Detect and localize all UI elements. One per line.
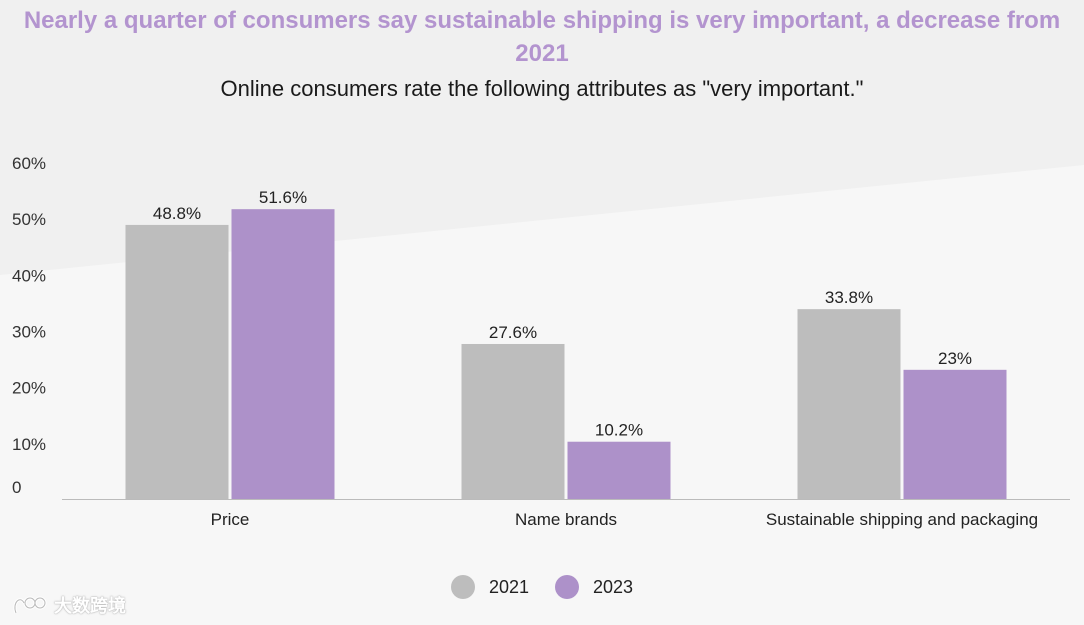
x-tick-label: Sustainable shipping and packaging xyxy=(766,510,1038,529)
y-tick-label: 50% xyxy=(12,210,46,229)
legend-item-2023[interactable]: 2023 xyxy=(555,575,633,599)
data-label-2021: 27.6% xyxy=(489,323,537,342)
bar-chart: 0 10% 20% 30% 40% 50% 60% 48.8% 51.6% Price 27.6% 1… xyxy=(12,154,1070,529)
watermark: 大数跨境 xyxy=(10,592,126,618)
bar-2021 xyxy=(125,224,229,499)
chart-subtitle: Online consumers rate the following attr… xyxy=(220,76,864,101)
legend: 2021 2023 xyxy=(0,575,1084,599)
y-tick-label: 40% xyxy=(12,266,46,285)
y-tick-label: 30% xyxy=(12,323,46,342)
bar-2023 xyxy=(231,209,335,499)
watermark-text: 大数跨境 xyxy=(54,596,126,616)
data-label-2023: 23% xyxy=(938,349,972,368)
bar-2023 xyxy=(567,441,671,499)
bar-2021 xyxy=(797,309,901,499)
loop-logo-icon xyxy=(13,596,47,614)
x-tick-label: Price xyxy=(211,510,250,529)
x-tick-label: Name brands xyxy=(515,510,617,529)
bar-2021 xyxy=(461,343,565,499)
y-tick-label: 10% xyxy=(12,435,46,454)
legend-swatch-2021 xyxy=(450,575,475,599)
y-tick-label: 60% xyxy=(12,154,46,173)
y-tick-label: 0 xyxy=(12,478,21,497)
legend-label-2023: 2023 xyxy=(593,576,634,597)
legend-label-2021: 2021 xyxy=(488,576,529,597)
data-label-2023: 10.2% xyxy=(595,421,643,440)
chart-title: Nearly a quarter of consumers say sustai… xyxy=(23,7,1061,67)
y-tick-label: 20% xyxy=(12,379,46,398)
bar-2023 xyxy=(903,369,1007,499)
data-label-2021: 48.8% xyxy=(153,204,201,223)
legend-swatch-2023 xyxy=(555,575,579,599)
legend-item-2021[interactable]: 2021 xyxy=(450,575,529,599)
data-label-2021: 33.8% xyxy=(825,288,873,307)
data-label-2023: 51.6% xyxy=(259,188,307,207)
